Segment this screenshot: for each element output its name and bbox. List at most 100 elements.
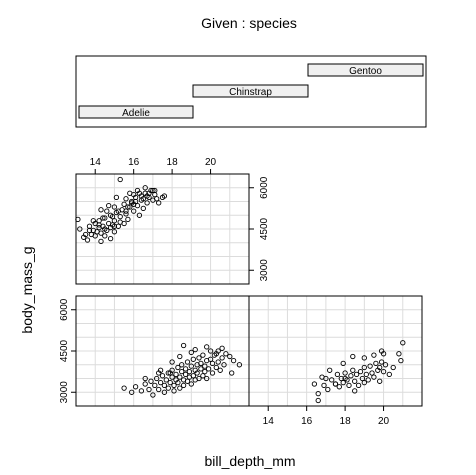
data-point [96,222,102,228]
data-point [184,359,191,365]
data-point [380,368,387,375]
data-point [196,375,202,382]
panel-adelie [75,295,250,407]
data-point [102,233,108,239]
data-point [186,368,193,375]
data-point [121,385,127,391]
data-point [100,215,106,221]
data-point [396,351,402,357]
data-point [102,226,108,232]
data-point [161,389,168,395]
given-bar-adelie [78,105,194,119]
data-point [165,385,171,391]
data-point [146,386,152,393]
data-point [161,193,168,199]
data-point [219,345,225,351]
data-point [400,340,406,346]
data-point [180,382,187,389]
data-point [169,374,175,380]
left-y-axis: 3000 4500 6000 [59,298,76,403]
data-point [378,359,385,365]
data-point [171,382,177,389]
data-point [223,351,229,357]
data-point [106,202,112,209]
data-point [377,364,383,371]
data-point [315,390,321,397]
data-point [350,367,356,373]
x-tick-label: 16 [128,157,140,168]
data-point [167,379,173,386]
data-point [175,364,181,371]
data-point [229,370,235,376]
data-point [390,364,396,371]
data-point [82,231,89,238]
data-point [111,204,118,210]
bottom-x-axis: 14 16 18 20 [263,406,390,427]
data-point [190,373,196,379]
data-point [367,363,373,369]
data-point [361,364,367,371]
data-point [215,348,221,354]
data-point [142,381,148,387]
data-point [352,378,358,384]
data-point [169,359,175,365]
data-point [142,185,148,191]
data-point [173,371,179,378]
given-label-gentoo: Gentoo [349,66,382,77]
data-point [177,353,183,360]
data-point [227,353,233,360]
given-bar-chinstrap [192,84,309,98]
data-point [215,359,221,365]
data-point [136,212,143,218]
data-point [327,367,333,373]
data-point [190,356,196,362]
y-tick-label: 3000 [59,381,70,404]
data-point [125,216,131,223]
data-point [163,377,169,383]
data-point [188,349,194,356]
data-point [157,379,164,386]
top-x-axis: 14 16 18 20 [90,157,217,174]
data-point [111,223,118,229]
data-point [205,366,212,372]
panel-chinstrap [248,295,423,407]
data-point [321,382,327,389]
data-point [84,237,91,243]
x-axis-label: bill_depth_mm [204,453,295,469]
data-point [369,370,375,376]
data-point [138,388,145,394]
data-point [382,362,389,368]
data-point [340,360,346,367]
x-tick-label: 16 [301,416,313,427]
data-point [361,355,367,361]
data-point [111,229,118,235]
given-bar-gentoo [307,63,424,77]
data-point [359,375,366,382]
data-point [336,384,342,390]
data-point [156,200,162,206]
data-point [198,366,204,372]
data-point [121,201,127,207]
data-point [90,218,96,224]
y-tick-label: 4500 [259,217,270,240]
data-point [329,377,335,383]
data-point [182,371,189,378]
data-point [365,377,371,383]
data-point [213,364,219,371]
given-label-chinstrap: Chinstrap [229,87,272,98]
x-tick-label: 20 [205,157,217,168]
data-point [346,382,352,389]
data-point [377,378,383,384]
data-point [177,385,183,391]
data-point [129,389,135,395]
data-point [340,379,346,386]
data-point [159,373,166,379]
panel-frame [248,295,423,407]
data-point [98,207,104,213]
data-point [144,200,150,206]
data-point [200,373,206,379]
data-point [102,215,108,221]
data-point [196,355,202,361]
data-point [342,370,348,376]
